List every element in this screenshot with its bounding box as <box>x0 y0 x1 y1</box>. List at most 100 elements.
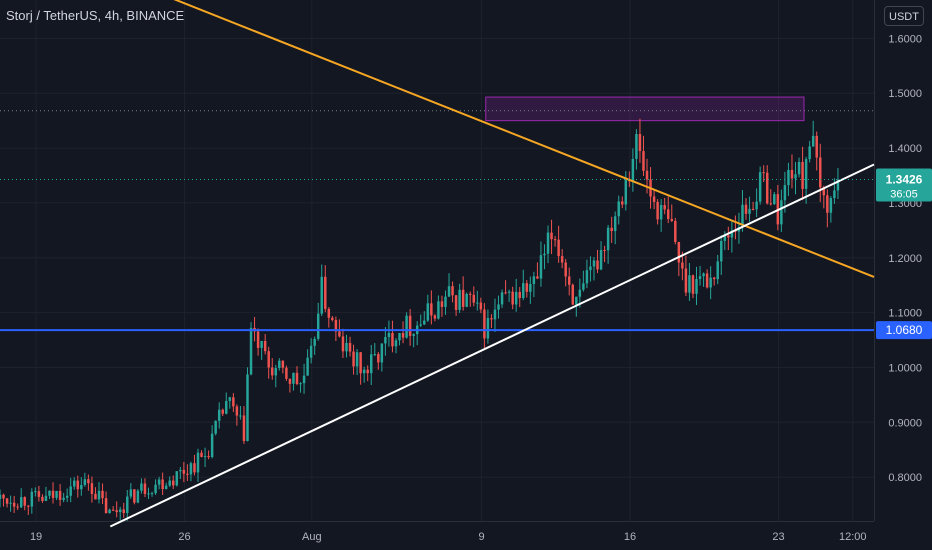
candle-down <box>479 297 483 314</box>
candle-body <box>769 203 772 205</box>
candle-body <box>9 502 12 504</box>
candle-body <box>412 334 415 336</box>
candle-body <box>154 484 157 494</box>
candle-up <box>589 256 592 282</box>
candle-down <box>182 461 186 483</box>
x-tick-label: 16 <box>624 531 636 543</box>
candle-up <box>698 265 702 286</box>
candle-body <box>550 232 553 240</box>
candle-body <box>603 250 606 252</box>
candle-down <box>666 196 670 224</box>
candle-up <box>147 487 150 499</box>
candle-up <box>688 263 691 301</box>
candle-body <box>465 293 468 307</box>
candle-body <box>228 397 232 402</box>
candle-body <box>58 490 62 500</box>
candle-down <box>596 249 599 274</box>
candle-body <box>444 296 447 307</box>
candle-down <box>550 219 553 255</box>
candle-body <box>370 354 373 374</box>
candle-up <box>136 489 140 504</box>
candle-down <box>16 503 19 510</box>
candle-body <box>309 345 313 358</box>
candle-down <box>490 314 493 329</box>
candle-up <box>69 477 72 503</box>
candle-up <box>486 309 490 344</box>
candle-up <box>599 241 603 271</box>
candle-body <box>281 360 285 368</box>
x-tick-label: 9 <box>478 531 484 543</box>
candle-down <box>51 482 55 504</box>
candle-down <box>819 143 822 202</box>
candle-down <box>232 393 235 412</box>
candle-down <box>603 245 606 263</box>
candle-body <box>175 471 179 486</box>
candle-body <box>529 284 532 292</box>
candle-body <box>157 479 161 485</box>
candle-down <box>652 189 656 210</box>
candle-down <box>193 454 196 476</box>
candle-body <box>582 283 585 290</box>
currency-button[interactable]: USDT <box>884 6 924 26</box>
candle-body <box>34 491 37 493</box>
candle-down <box>483 303 486 349</box>
candle-body <box>256 331 260 348</box>
candle-up <box>585 259 589 289</box>
candle-body <box>532 276 536 285</box>
candle-down <box>352 344 355 375</box>
candle-body <box>631 158 635 181</box>
candle-down <box>327 307 331 328</box>
candle-up <box>532 271 536 298</box>
candle-body <box>271 367 274 376</box>
candle-body <box>246 374 249 442</box>
candle-up <box>302 363 306 394</box>
candle-up <box>299 382 302 393</box>
candle-down <box>451 281 454 303</box>
candle-body <box>553 239 557 241</box>
candle-up <box>260 340 263 360</box>
candle-down <box>377 351 380 370</box>
candle-body <box>27 505 30 507</box>
candle-body <box>239 415 242 417</box>
candle-body <box>645 170 649 180</box>
candle-body <box>150 493 154 495</box>
candle-body <box>122 509 125 514</box>
candle-body <box>621 201 624 205</box>
candle-down <box>560 249 564 269</box>
candle-body <box>423 320 426 325</box>
candle-body <box>794 174 797 179</box>
candle-up <box>217 402 221 429</box>
candle-up <box>309 338 313 364</box>
candle-body <box>677 241 681 263</box>
candle-body <box>285 367 288 379</box>
candle-body <box>663 205 666 210</box>
candle-down <box>242 406 246 444</box>
candle-up <box>154 479 157 495</box>
candle-up <box>500 289 504 308</box>
candle-down <box>122 502 125 518</box>
candle-up <box>543 244 546 270</box>
candle-up <box>514 278 518 312</box>
candle-body <box>299 383 302 385</box>
candle-body <box>355 352 359 367</box>
support-price-label: 1.0680 <box>886 323 923 337</box>
candles <box>0 118 840 521</box>
candle-body <box>377 354 380 363</box>
candle-down <box>87 474 90 491</box>
candle-up <box>0 489 2 508</box>
candle-body <box>94 493 97 500</box>
candle-body <box>596 260 599 270</box>
y-tick-label: 1.6000 <box>888 33 922 45</box>
candle-body <box>720 240 723 262</box>
candle-down <box>621 196 624 209</box>
candle-body <box>44 495 48 501</box>
candle-body <box>826 195 829 213</box>
candle-down <box>115 501 118 518</box>
candle-body <box>681 262 684 269</box>
candle-body <box>172 480 175 486</box>
candle-up <box>316 302 320 341</box>
candle-body <box>384 337 387 344</box>
candle-body <box>479 302 483 310</box>
